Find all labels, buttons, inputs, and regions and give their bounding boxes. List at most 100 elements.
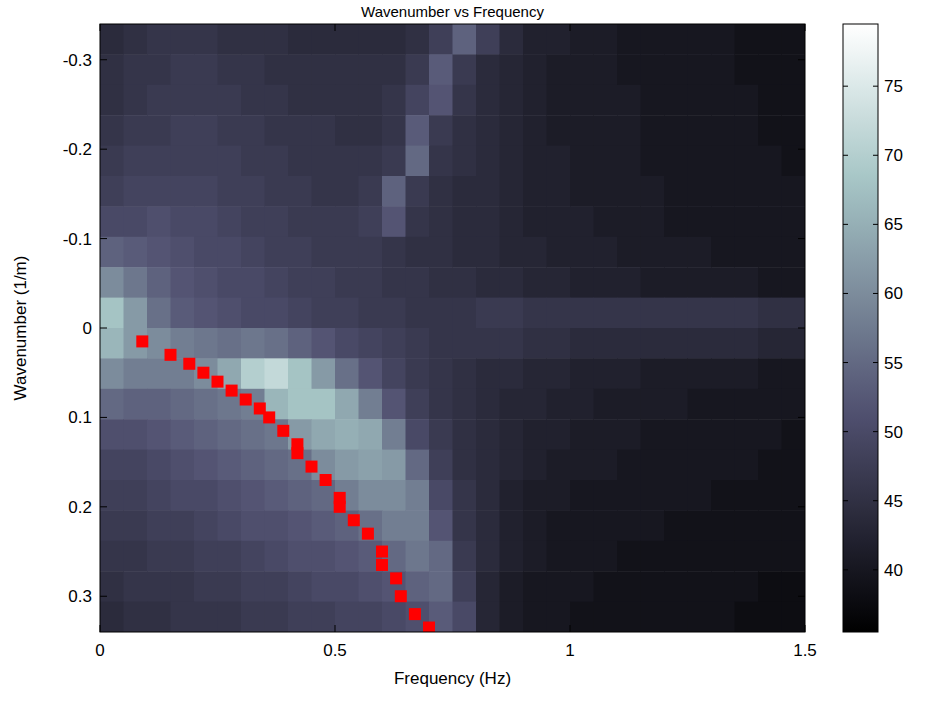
cell	[453, 146, 477, 177]
cell	[594, 298, 618, 329]
cell	[688, 571, 712, 602]
cell	[100, 176, 124, 207]
cell	[312, 54, 336, 85]
cell	[594, 24, 618, 55]
colorbar-tick-label: 45	[884, 492, 903, 511]
cell	[453, 298, 477, 329]
cell	[265, 85, 289, 116]
cell	[594, 54, 618, 85]
colorbar-tick-label: 65	[884, 215, 903, 234]
colorbar-tick-label: 75	[884, 77, 903, 96]
cell	[570, 571, 594, 602]
cell	[406, 419, 430, 450]
cell	[782, 328, 806, 359]
cell	[218, 510, 242, 541]
colorbar-tick-label: 55	[884, 354, 903, 373]
cell	[124, 237, 148, 268]
cell	[312, 85, 336, 116]
cell	[171, 115, 195, 146]
cell	[523, 298, 547, 329]
cell	[782, 85, 806, 116]
cell	[194, 389, 218, 420]
point	[226, 385, 238, 397]
cell	[664, 541, 688, 572]
colorbar-tick	[873, 569, 878, 570]
cell	[429, 146, 453, 177]
cell	[288, 206, 312, 237]
cell	[617, 267, 641, 298]
cell	[641, 206, 665, 237]
cell	[241, 267, 265, 298]
cell	[782, 176, 806, 207]
cell	[711, 176, 735, 207]
cell	[523, 602, 547, 632]
colorbar-tick	[873, 293, 878, 294]
cell	[194, 510, 218, 541]
cell	[758, 267, 782, 298]
cell	[241, 571, 265, 602]
x-tick	[335, 24, 336, 31]
cell	[359, 267, 383, 298]
cell	[594, 206, 618, 237]
cell	[406, 510, 430, 541]
cell	[758, 419, 782, 450]
cell	[758, 206, 782, 237]
cell	[523, 541, 547, 572]
cell	[218, 541, 242, 572]
cell	[688, 146, 712, 177]
cell	[241, 602, 265, 632]
colorbar-tick	[843, 431, 848, 432]
cell	[547, 510, 571, 541]
cell	[124, 298, 148, 329]
cell	[476, 328, 500, 359]
cell	[194, 541, 218, 572]
cell	[124, 54, 148, 85]
cell	[288, 358, 312, 389]
cell	[758, 510, 782, 541]
cell	[735, 146, 759, 177]
cell	[735, 54, 759, 85]
cell	[523, 480, 547, 511]
cell	[453, 602, 477, 632]
x-tick-label: 1	[565, 641, 574, 660]
cell	[335, 419, 359, 450]
cell	[406, 146, 430, 177]
cell	[500, 541, 524, 572]
cell	[758, 24, 782, 55]
cell	[359, 602, 383, 632]
cell	[523, 237, 547, 268]
cell	[312, 115, 336, 146]
cell	[594, 267, 618, 298]
cell	[147, 450, 171, 481]
cell	[782, 602, 806, 632]
cell	[735, 480, 759, 511]
cell	[429, 541, 453, 572]
cell	[312, 176, 336, 207]
cell	[147, 237, 171, 268]
cell	[711, 146, 735, 177]
cell	[664, 206, 688, 237]
y-tick-label: 0.2	[68, 498, 92, 517]
cell	[312, 146, 336, 177]
cell	[664, 24, 688, 55]
cell	[617, 115, 641, 146]
cell	[688, 480, 712, 511]
cell	[547, 419, 571, 450]
cell	[171, 602, 195, 632]
cell	[500, 237, 524, 268]
cell	[500, 328, 524, 359]
cell	[523, 24, 547, 55]
cell	[265, 237, 289, 268]
cell	[523, 85, 547, 116]
cell	[453, 328, 477, 359]
cell	[570, 206, 594, 237]
cell	[406, 237, 430, 268]
cell	[547, 328, 571, 359]
cell	[429, 298, 453, 329]
cell	[547, 146, 571, 177]
cell	[758, 480, 782, 511]
cell	[100, 389, 124, 420]
cell	[382, 602, 406, 632]
cell	[453, 176, 477, 207]
cell	[288, 176, 312, 207]
